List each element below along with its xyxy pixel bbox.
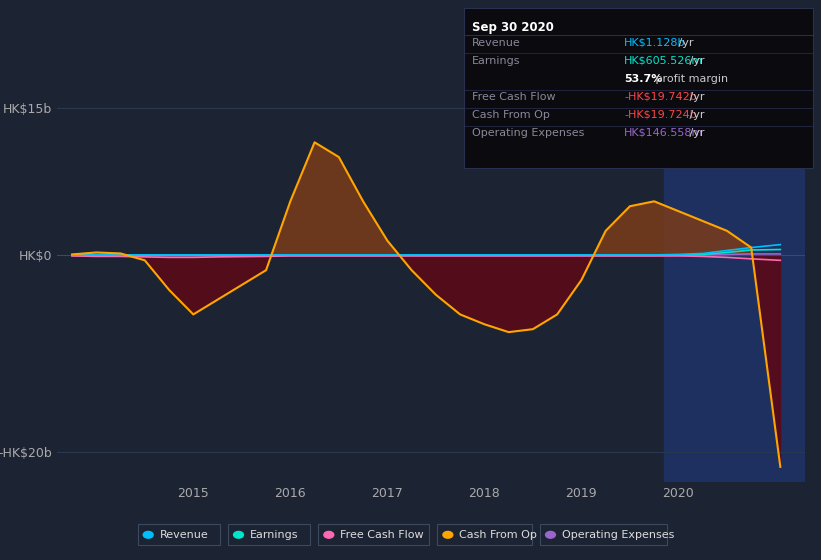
Text: Operating Expenses: Operating Expenses (472, 128, 585, 138)
Text: Cash From Op: Cash From Op (472, 110, 550, 120)
Text: /yr: /yr (686, 92, 704, 102)
Text: -HK$19.742b: -HK$19.742b (624, 92, 697, 102)
Bar (664, 78, 805, 482)
Text: /yr: /yr (686, 110, 704, 120)
Text: HK$605.526m: HK$605.526m (624, 55, 704, 66)
Text: /yr: /yr (686, 128, 704, 138)
Text: /yr: /yr (686, 55, 704, 66)
Text: /yr: /yr (675, 38, 693, 48)
Text: HK$146.558m: HK$146.558m (624, 128, 704, 138)
Text: Cash From Op: Cash From Op (460, 530, 537, 540)
Text: profit margin: profit margin (653, 74, 728, 83)
Text: -HK$19.724b: -HK$19.724b (624, 110, 697, 120)
Text: Revenue: Revenue (159, 530, 209, 540)
Text: Operating Expenses: Operating Expenses (562, 530, 674, 540)
Text: HK$1.128b: HK$1.128b (624, 38, 686, 48)
Text: Revenue: Revenue (472, 38, 521, 48)
Text: Free Cash Flow: Free Cash Flow (472, 92, 556, 102)
Text: 53.7%: 53.7% (624, 74, 663, 83)
Text: Free Cash Flow: Free Cash Flow (340, 530, 424, 540)
Text: Sep 30 2020: Sep 30 2020 (472, 21, 554, 34)
Text: Earnings: Earnings (472, 55, 521, 66)
Text: Earnings: Earnings (250, 530, 299, 540)
